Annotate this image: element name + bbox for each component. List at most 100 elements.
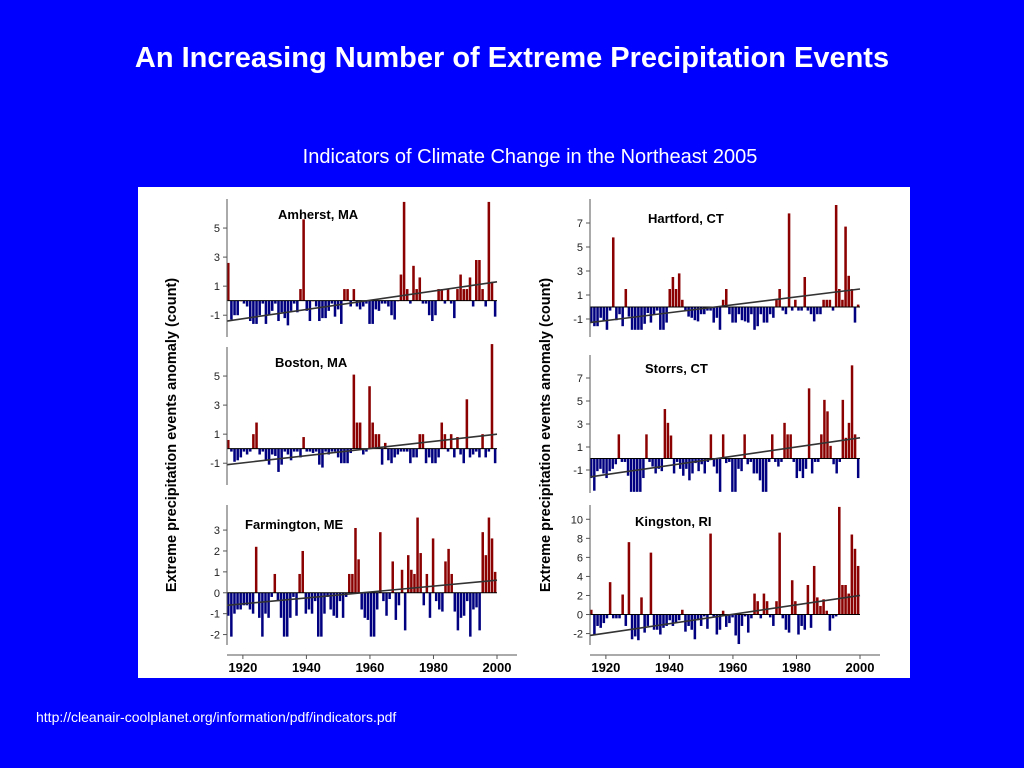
bar [828, 614, 832, 631]
bar [382, 592, 385, 602]
bar [377, 300, 381, 311]
bar [743, 434, 746, 459]
bar [340, 300, 343, 324]
bar [314, 300, 318, 307]
bar [737, 307, 741, 315]
bar [388, 592, 391, 600]
bar [267, 448, 271, 465]
bar [731, 307, 734, 323]
bar [784, 614, 788, 630]
bar [365, 448, 368, 452]
y-tick-label: -1 [573, 314, 583, 326]
bar [425, 573, 429, 593]
x-tick-label: 1980 [419, 660, 448, 675]
bar [668, 289, 672, 307]
bar [853, 307, 857, 323]
bar [465, 399, 469, 449]
bar [484, 555, 488, 593]
bar [666, 422, 670, 459]
bar [424, 448, 428, 464]
bar [593, 614, 596, 636]
bar [274, 300, 277, 304]
bar [749, 458, 753, 462]
bar [761, 458, 765, 492]
y-tick-label: 7 [577, 218, 583, 230]
bar [615, 614, 618, 619]
bar [803, 614, 807, 630]
bar [674, 614, 678, 623]
bar [759, 307, 763, 315]
y-tick-label: 0 [214, 588, 220, 600]
y-tick-label: 1 [577, 290, 583, 302]
bar [245, 448, 249, 455]
y-tick-label: -1 [210, 458, 220, 470]
bar [662, 614, 665, 628]
bar [790, 307, 794, 311]
bar [478, 592, 481, 631]
bar [289, 448, 293, 461]
bar [806, 585, 810, 615]
bar [706, 307, 709, 311]
bar [368, 386, 371, 449]
bar [684, 307, 687, 311]
bar [822, 299, 825, 307]
bar [590, 458, 593, 479]
bar [835, 458, 838, 474]
bar [283, 448, 287, 452]
bar [627, 542, 631, 615]
bar [481, 434, 484, 449]
bar [703, 307, 706, 315]
bar [465, 592, 469, 602]
bar [343, 289, 346, 301]
bar [652, 307, 656, 315]
y-tick-label: 3 [214, 525, 220, 537]
bar [809, 307, 813, 315]
bar [687, 307, 690, 317]
panel-title: Boston, MA [275, 355, 348, 370]
bar [608, 458, 611, 472]
bar [605, 307, 609, 330]
bar [369, 592, 373, 637]
bar [602, 307, 606, 322]
bar [798, 458, 802, 472]
bar [493, 448, 497, 464]
bar [248, 448, 252, 452]
bar [264, 448, 268, 461]
bar [755, 458, 759, 474]
bar [431, 448, 434, 464]
bar [418, 434, 422, 449]
bar [248, 592, 252, 610]
bar [768, 614, 772, 618]
bar [699, 307, 703, 315]
panel-2: 7 5 3 1 -1 Hartford, CT [573, 199, 861, 337]
bar [831, 307, 835, 311]
bar [372, 592, 376, 637]
bar [743, 614, 747, 617]
bar [602, 614, 606, 624]
bar [614, 458, 618, 465]
x-tick-label: 1960 [718, 660, 747, 675]
bar [721, 434, 725, 459]
source-url[interactable]: http://cleanair-coolplanet.org/informati… [36, 709, 397, 725]
bar [227, 439, 230, 449]
bar [336, 448, 340, 458]
bar [712, 458, 716, 467]
bar [292, 592, 295, 597]
y-tick-label: 1 [577, 442, 583, 454]
bar [737, 614, 741, 645]
bar [728, 614, 731, 624]
trend-line [589, 288, 861, 324]
bar [728, 458, 731, 462]
bar [803, 277, 807, 307]
bar [618, 614, 621, 619]
bar [387, 300, 390, 307]
bar [346, 289, 349, 301]
bar [252, 434, 255, 449]
bar [787, 614, 791, 633]
bar [706, 614, 709, 629]
bar [311, 448, 315, 454]
bar [270, 300, 274, 311]
bar [608, 307, 612, 311]
bar [797, 614, 800, 635]
bar [645, 434, 648, 459]
